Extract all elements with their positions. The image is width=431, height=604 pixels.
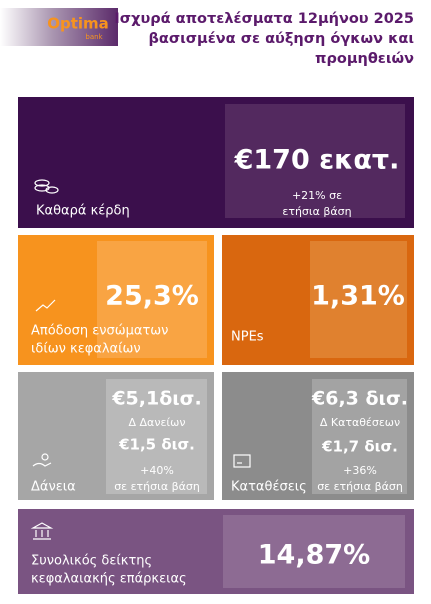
label: NPEs (231, 330, 264, 345)
card-inner (225, 104, 405, 218)
delta-label: Δ Δανείων (129, 416, 186, 429)
logo-box (0, 8, 118, 46)
icon (35, 299, 56, 312)
title: βασισμένα σε αύξηση όγκων και (148, 31, 414, 47)
label: Συνολικός δείκτης (31, 554, 152, 569)
card-inner (312, 379, 407, 494)
title: Ισχυρά αποτελέσματα 12μήνου 2025 (114, 11, 414, 27)
note: +40% (140, 464, 174, 477)
label: ιδίων κεφαλαίων (31, 342, 141, 357)
logo: Optima (47, 15, 109, 33)
icon (233, 454, 251, 468)
note: ετήσια βάση (282, 205, 351, 218)
logo-sub: bank (85, 33, 103, 41)
card-inner (97, 241, 207, 358)
value: 14,87% (258, 540, 370, 571)
label: Απόδοση ενσώματων (31, 324, 168, 339)
label: Δάνεια (31, 480, 76, 495)
value: 1,31% (311, 281, 405, 312)
value: €170 εκατ. (234, 145, 400, 176)
value: €6,3 δισ. (311, 388, 408, 410)
label: κεφαλαιακής επάρκειας (31, 572, 187, 587)
note: +36% (343, 464, 377, 477)
icon (34, 179, 59, 194)
note: σε ετήσια βάση (317, 480, 403, 493)
note: σε ετήσια βάση (114, 480, 200, 493)
label: Καταθέσεις (231, 480, 307, 495)
card-inner (223, 515, 405, 588)
delta-label: Δ Καταθέσεων (320, 416, 400, 429)
delta: €1,5 δισ. (118, 436, 195, 454)
title: προμηθειών (315, 51, 414, 67)
delta: €1,7 δισ. (321, 438, 398, 456)
label: Καθαρά κέρδη (36, 204, 130, 219)
card-inner (106, 379, 207, 494)
value: 25,3% (105, 281, 199, 312)
icon (32, 453, 52, 467)
value: €5,1δισ. (111, 388, 201, 410)
card-inner (310, 241, 407, 358)
icon (30, 522, 54, 540)
note: +21% σε (292, 189, 342, 202)
